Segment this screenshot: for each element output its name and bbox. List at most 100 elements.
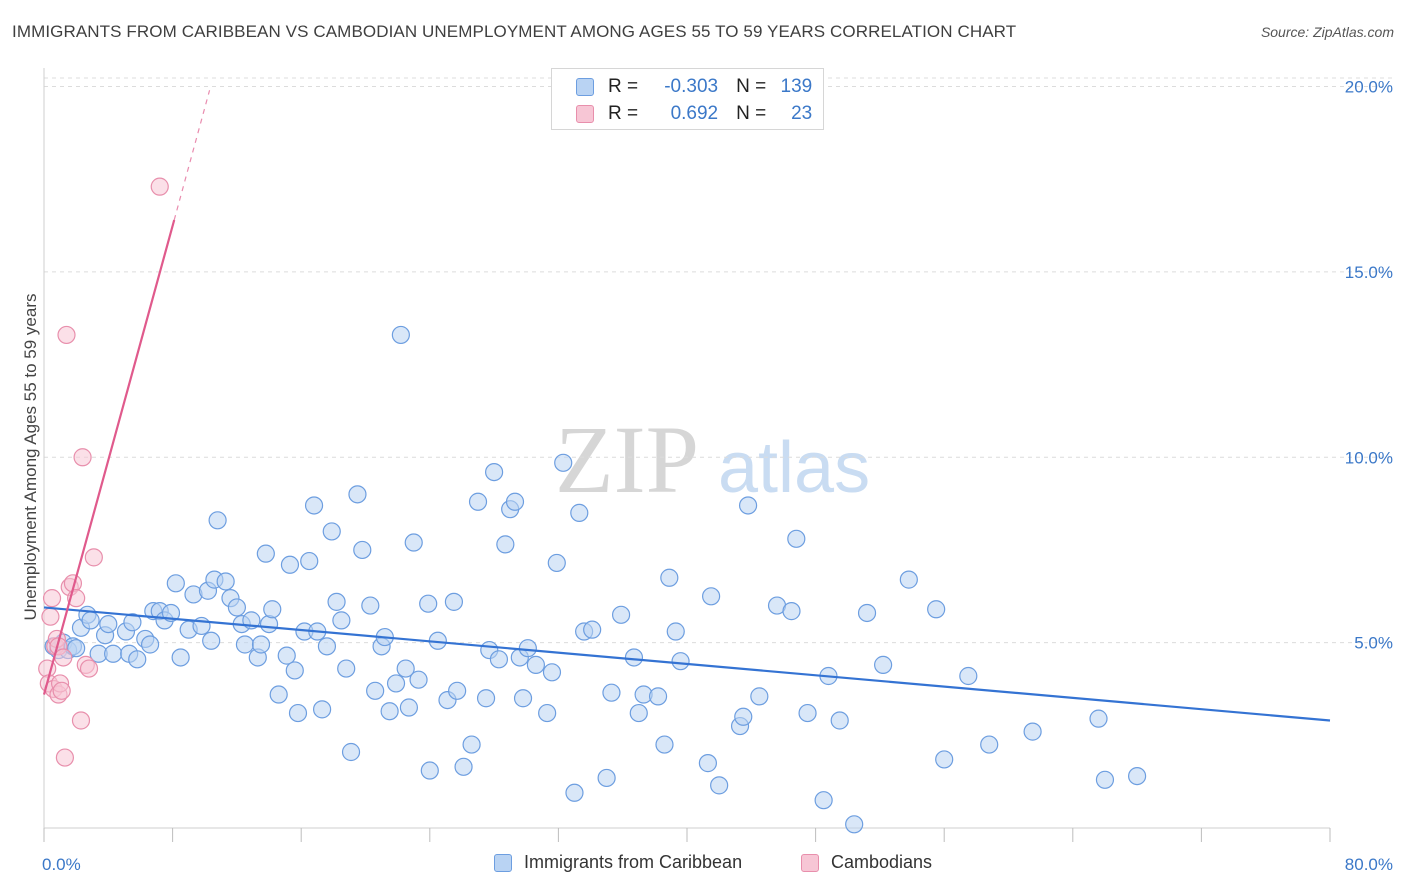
caribbean-point-94: [547, 553, 566, 573]
caribbean-point-115: [734, 707, 753, 726]
caribbean-point-104: [629, 703, 648, 723]
caribbean-point-58: [341, 742, 361, 762]
caribbean-point-41: [259, 614, 279, 634]
y-tick-label: 10.0%: [1345, 448, 1393, 467]
caribbean-point-32: [216, 572, 235, 591]
caribbean-point-80: [468, 492, 488, 511]
x-ticks: [43, 828, 1331, 842]
caribbean-swatch: [576, 78, 594, 96]
caribbean-point-8: [81, 611, 100, 630]
caribbean-point-29: [202, 631, 221, 650]
caribbean-point-107: [655, 735, 674, 754]
caribbean-point-72: [419, 594, 438, 613]
caribbean-point-57: [337, 659, 356, 678]
caribbean-point-109: [666, 622, 685, 641]
caribbean-point-45: [280, 555, 300, 574]
cambodian-point-20: [79, 659, 99, 678]
caribbean-point-111: [698, 754, 717, 773]
r-label: R =: [608, 103, 639, 124]
caribbean-point-110: [671, 652, 690, 671]
caribbean-point-129: [927, 600, 946, 619]
caribbean-point-128: [899, 570, 918, 589]
caribbean-point-11: [99, 614, 118, 634]
caribbean-point-68: [396, 659, 415, 678]
y-tick-label: 15.0%: [1345, 263, 1393, 282]
n-label: N =: [736, 103, 767, 124]
caribbean-point-102: [611, 605, 631, 624]
caribbean-point-59: [348, 485, 367, 504]
caribbean-point-16: [128, 650, 147, 669]
caribbean-point-31: [208, 511, 227, 530]
caribbean-point-103: [624, 648, 644, 667]
caribbean-point-34: [227, 598, 246, 617]
caribbean-point-120: [787, 529, 806, 548]
caribbean-point-92: [538, 703, 557, 723]
cambodian-trendline: [42, 219, 176, 695]
cambodian-point-18: [73, 448, 92, 467]
caribbean-point-60: [353, 540, 372, 560]
cambodian-point-12: [55, 748, 74, 767]
cambodian-point-17: [71, 711, 91, 730]
cambodian-point-13: [57, 325, 76, 345]
caribbean-point-84: [489, 650, 509, 669]
r-label: R =: [608, 76, 639, 97]
r-value: -0.303: [664, 76, 719, 97]
caribbean-point-53: [317, 637, 337, 656]
caribbean-point-54: [322, 522, 341, 541]
caribbean-point-135: [1095, 770, 1115, 789]
caribbean-point-126: [857, 603, 877, 623]
caribbean-point-62: [366, 681, 385, 700]
caribbean-point-100: [597, 768, 616, 788]
caribbean-point-43: [269, 685, 288, 704]
y-tick-labels: 5.0% 10.0% 15.0% 20.0%: [1345, 78, 1393, 653]
source-credit: Source: ZipAtlas.com: [1260, 24, 1394, 40]
caribbean-point-40: [256, 544, 275, 563]
caribbean-point-125: [845, 815, 864, 834]
caribbean-point-116: [738, 496, 758, 515]
caribbean-point-23: [166, 574, 185, 593]
caribbean-point-76: [444, 592, 464, 611]
caribbean-point-127: [874, 655, 893, 674]
caribbean-point-24: [171, 648, 190, 667]
caribbean-point-131: [959, 666, 978, 686]
caribbean-point-112: [702, 587, 721, 606]
legend-item-caribbean: Immigrants from Caribbean: [494, 852, 742, 873]
caribbean-point-134: [1089, 709, 1108, 728]
gridlines: [44, 77, 1392, 644]
legend-label: Cambodians: [831, 852, 933, 872]
caribbean-point-96: [565, 783, 584, 802]
caribbean-point-106: [648, 687, 668, 706]
stats-legend-row-cambodian: R = 0.692 N = 23: [576, 102, 812, 126]
caribbean-point-97: [570, 503, 589, 522]
caribbean-trendline: [43, 606, 1331, 722]
caribbean-point-119: [782, 602, 801, 621]
caribbean-point-12: [104, 644, 123, 663]
caribbean-point-71: [409, 670, 428, 689]
chart-title: IMMIGRANTS FROM CARIBBEAN VS CAMBODIAN U…: [12, 22, 1017, 41]
caribbean-point-67: [391, 325, 410, 345]
caribbean-point-113: [710, 776, 729, 795]
caribbean-point-52: [312, 700, 332, 719]
watermark-atlas: atlas: [718, 428, 870, 508]
caribbean-point-47: [288, 703, 308, 723]
caribbean-point-108: [660, 568, 679, 587]
caribbean-point-61: [361, 596, 380, 615]
caribbean-point-89: [513, 689, 533, 708]
trendlines: [42, 90, 1331, 722]
caribbean-point-78: [454, 757, 473, 776]
y-tick-label: 5.0%: [1354, 634, 1393, 653]
caribbean-point-81: [476, 689, 496, 708]
caribbean-point-5: [67, 639, 86, 658]
caribbean-point-122: [814, 791, 833, 810]
cambodian-legend-swatch: [801, 853, 819, 872]
caribbean-point-42: [263, 600, 282, 619]
caribbean-point-124: [830, 711, 849, 730]
caribbean-point-121: [798, 703, 817, 723]
caribbean-point-85: [496, 535, 515, 554]
y-tick-label: 20.0%: [1345, 78, 1393, 97]
caribbean-point-117: [750, 687, 769, 706]
caribbean-point-50: [304, 496, 324, 515]
cambodian-trendline-extension: [173, 90, 211, 221]
cambodian-point-21: [84, 548, 103, 567]
